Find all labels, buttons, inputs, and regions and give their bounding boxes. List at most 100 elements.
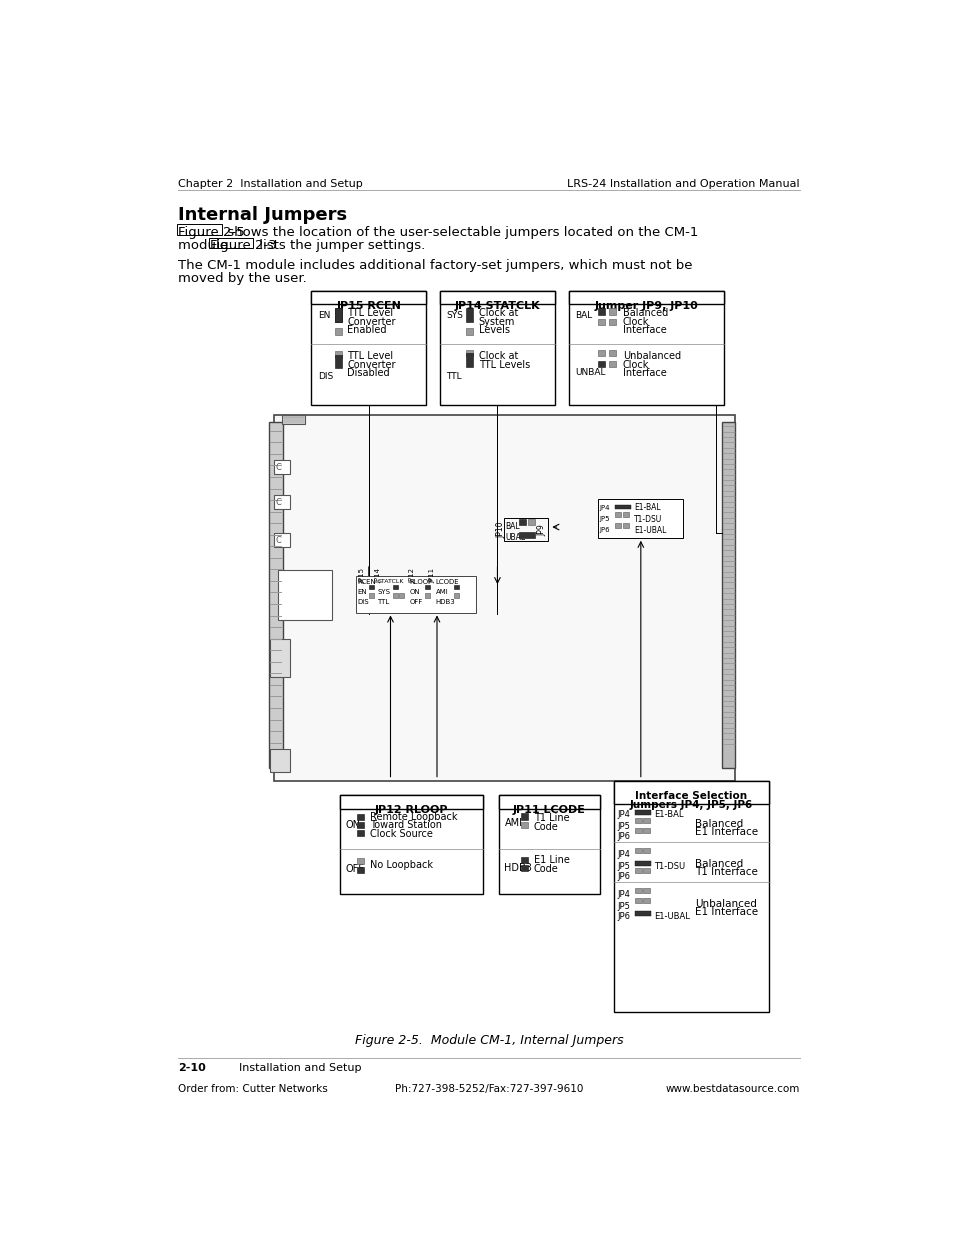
Bar (613, 782, 768, 1013)
Bar (269, 421, 282, 768)
Text: JP5: JP5 (617, 902, 630, 911)
Bar (642, 868, 649, 873)
Bar (466, 350, 473, 356)
Text: JP11 LCODE: JP11 LCODE (513, 805, 585, 815)
Bar (615, 524, 620, 527)
Text: Unbalanced: Unbalanced (622, 352, 680, 362)
Bar (622, 524, 629, 527)
Text: E1 Interface: E1 Interface (695, 908, 758, 918)
Bar (520, 864, 527, 871)
Bar (642, 888, 649, 893)
Text: JP4: JP4 (617, 890, 630, 899)
Bar (439, 291, 555, 304)
Text: JP10: JP10 (496, 522, 504, 538)
Text: Figure 2-5: Figure 2-5 (178, 226, 245, 238)
Text: BAL: BAL (505, 522, 519, 531)
Bar (177, 225, 221, 235)
Text: module.: module. (178, 240, 236, 252)
Text: Ph:727-398-5252/Fax:727-397-9610: Ph:727-398-5252/Fax:727-397-9610 (395, 1084, 582, 1094)
Bar (335, 329, 341, 335)
Text: Code: Code (534, 823, 558, 832)
Bar (635, 829, 641, 832)
Text: Disabled: Disabled (347, 368, 390, 378)
Bar (356, 830, 364, 836)
Text: Toward Station: Toward Station (369, 820, 441, 830)
Text: EN: EN (317, 311, 330, 320)
Text: JP6: JP6 (599, 527, 610, 534)
Text: JP5: JP5 (617, 862, 630, 871)
Text: E1-BAL: E1-BAL (633, 503, 659, 513)
Text: JP15 RCEN: JP15 RCEN (336, 300, 401, 311)
Text: E1-BAL: E1-BAL (654, 810, 682, 819)
Text: AMI: AMI (504, 818, 522, 829)
Text: moved by the user.: moved by the user. (178, 272, 307, 285)
Text: LCODE: LCODE (435, 579, 458, 585)
Bar (635, 848, 641, 852)
Text: Remote Loopback: Remote Loopback (369, 811, 456, 823)
Bar (282, 415, 305, 424)
Bar (356, 814, 364, 820)
Text: JP14 STATCLK: JP14 STATCLK (455, 300, 539, 311)
Text: Interface: Interface (622, 325, 666, 335)
Bar (369, 585, 374, 589)
Bar (278, 571, 332, 620)
Bar (598, 499, 682, 537)
Text: Clock at: Clock at (478, 352, 517, 362)
Text: E1-UBAL: E1-UBAL (654, 911, 689, 921)
Bar (635, 868, 641, 873)
Text: EN: EN (356, 589, 366, 595)
Text: E1 Interface: E1 Interface (695, 827, 758, 837)
Text: DIS: DIS (317, 372, 333, 380)
Text: JP6: JP6 (617, 911, 630, 921)
Bar (635, 911, 650, 916)
Bar (635, 810, 650, 815)
Bar (393, 593, 397, 598)
Bar (598, 350, 604, 356)
Bar (340, 795, 483, 809)
Text: JP15: JP15 (359, 568, 365, 583)
Bar (335, 309, 341, 315)
Text: JP5: JP5 (599, 516, 610, 522)
Text: lists the jumper settings.: lists the jumper settings. (254, 240, 425, 252)
Bar (635, 888, 641, 893)
Text: Code: Code (534, 863, 558, 873)
Bar (311, 291, 426, 304)
Text: HDB3: HDB3 (435, 599, 455, 605)
Text: Order from: Cutter Networks: Order from: Cutter Networks (178, 1084, 328, 1094)
Text: TTL: TTL (446, 372, 461, 380)
Text: TTL Level: TTL Level (347, 352, 393, 362)
Text: JP4: JP4 (617, 810, 630, 819)
Bar (369, 593, 374, 598)
Text: shows the location of the user-selectable jumpers located on the CM-1: shows the location of the user-selectabl… (223, 226, 698, 238)
Text: OFF: OFF (345, 864, 364, 874)
Bar (335, 316, 341, 322)
Bar (311, 291, 426, 405)
Bar (503, 517, 547, 541)
Text: STATCLK: STATCLK (377, 579, 403, 584)
Text: SYS: SYS (377, 589, 390, 595)
Bar (598, 309, 604, 315)
Bar (274, 495, 290, 509)
Bar (355, 576, 476, 613)
Bar (518, 532, 534, 537)
Text: JP4: JP4 (599, 505, 610, 511)
Text: Converter: Converter (347, 317, 395, 327)
Text: TTL: TTL (377, 599, 389, 605)
Text: Enabled: Enabled (347, 325, 386, 335)
Text: JP4: JP4 (617, 851, 630, 860)
Text: Figure 2-3: Figure 2-3 (210, 240, 276, 252)
Bar (642, 829, 649, 832)
Bar (608, 361, 616, 367)
Text: JP9: JP9 (537, 524, 546, 536)
Bar (568, 291, 723, 304)
Text: HDB3: HDB3 (504, 863, 532, 873)
Text: OFF: OFF (410, 599, 423, 605)
Bar (635, 861, 650, 866)
Text: RCEN: RCEN (356, 579, 375, 585)
Bar (642, 898, 649, 903)
Text: Balanced: Balanced (695, 819, 742, 829)
Text: Clock at: Clock at (478, 309, 517, 319)
Bar (635, 898, 641, 903)
Bar (274, 534, 290, 547)
Bar (209, 237, 253, 248)
